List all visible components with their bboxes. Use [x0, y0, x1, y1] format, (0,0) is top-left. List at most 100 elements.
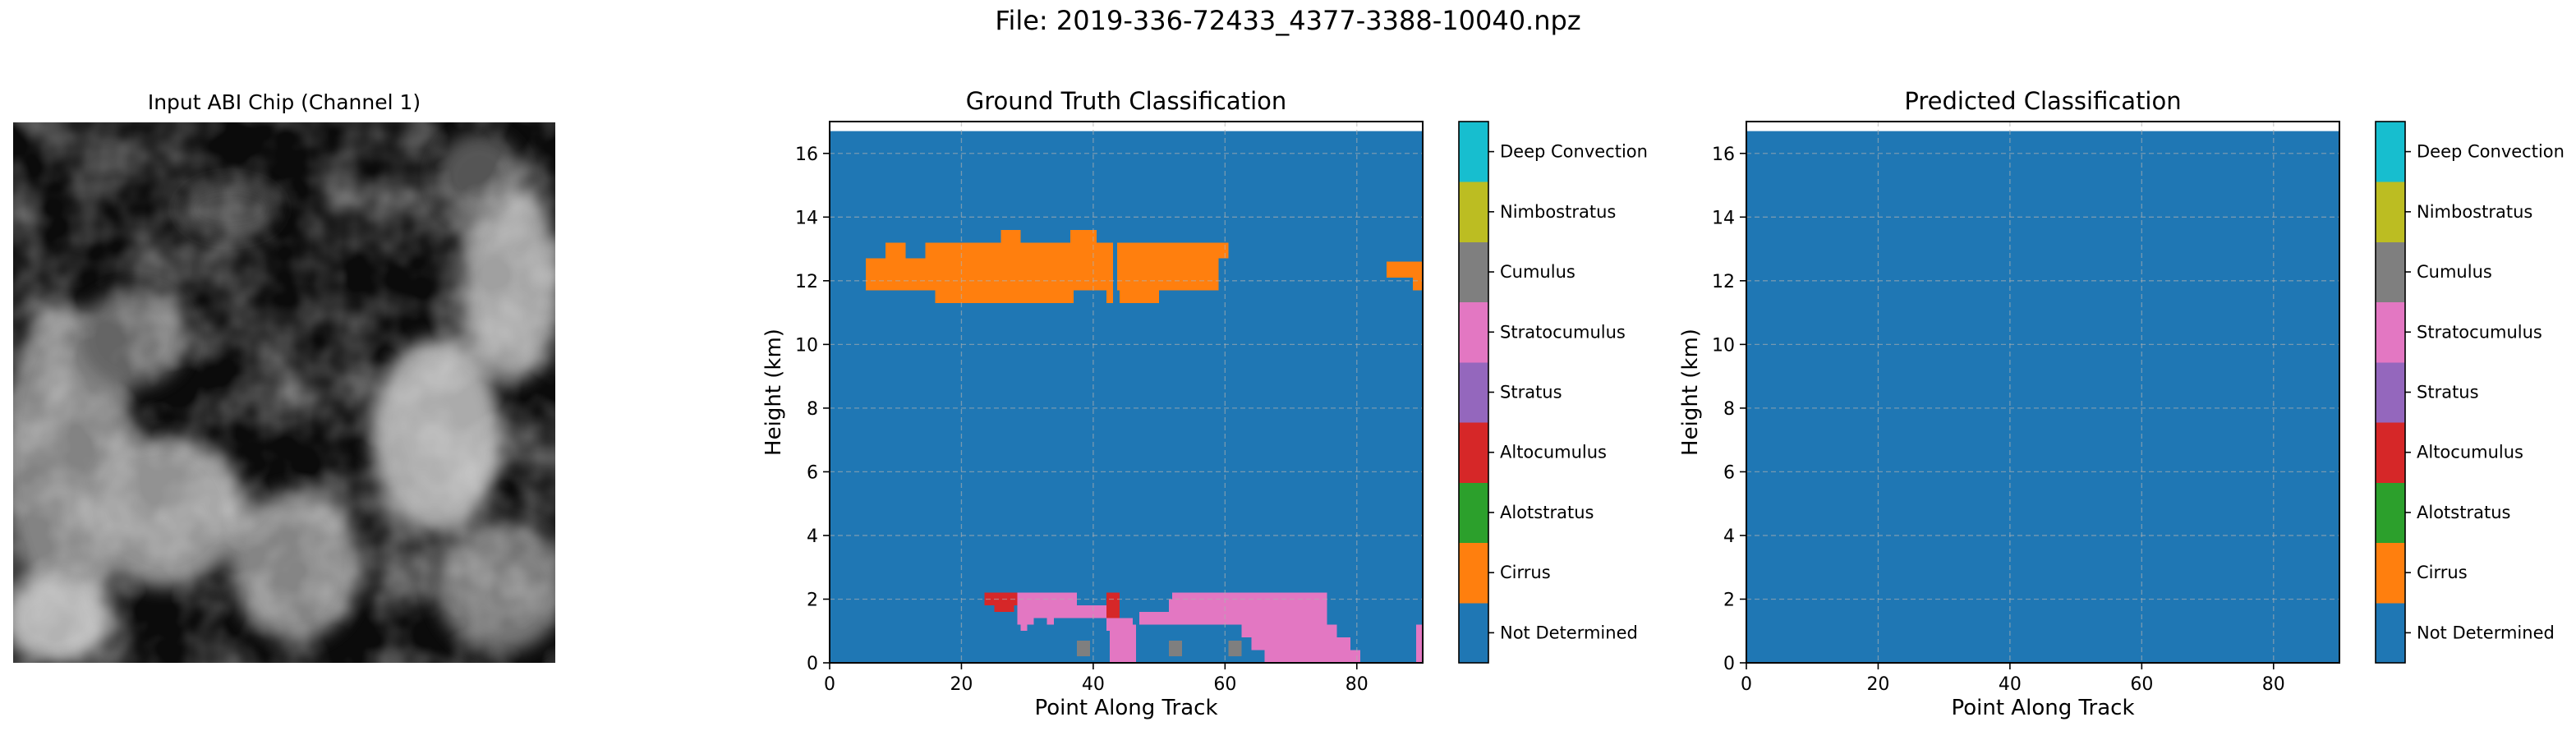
colorbar-swatch-stratocumulus: [2376, 301, 2405, 363]
region-altocumulus: [984, 592, 1018, 606]
y-tick-label: 14: [1712, 208, 1735, 228]
y-tick-label: 0: [1723, 654, 1735, 674]
region-stratocumulus: [1033, 605, 1106, 618]
y-tick-label: 12: [1712, 272, 1735, 292]
colorbar-label: Deep Convection: [1500, 142, 1648, 162]
colorbar-label: Deep Convection: [2417, 142, 2564, 162]
colorbar-label: Altocumulus: [1500, 443, 1607, 462]
y-tick-label: 10: [1712, 335, 1735, 356]
y-tick-label: 12: [795, 272, 818, 292]
y-tick-label: 16: [795, 145, 818, 165]
y-tick-label: 10: [795, 335, 818, 356]
colorbar-label: Cirrus: [2417, 563, 2468, 582]
colorbar-label: Not Determined: [2417, 623, 2555, 642]
abi-chip-image: [13, 122, 555, 663]
colorbar-label: Stratocumulus: [2417, 322, 2542, 342]
region-cirrus: [1218, 242, 1229, 259]
region-stratocumulus: [1172, 592, 1327, 625]
colorbar-swatch-deep-convection: [2376, 122, 2405, 182]
region-cirrus: [1060, 242, 1106, 291]
colorbar-label: Alotstratus: [1500, 503, 1594, 522]
ground-truth-title: Ground Truth Classification: [965, 87, 1287, 115]
colorbar-label: Cumulus: [1500, 262, 1576, 282]
colorbar-frame: [2375, 121, 2406, 664]
x-tick-label: 20: [950, 674, 973, 695]
colorbar-swatch-stratocumulus: [1459, 301, 1488, 363]
colorbar-swatch-alotstratus: [1459, 482, 1488, 544]
colorbar-label: Nimbostratus: [1500, 202, 1616, 222]
axes-frame: [829, 121, 1424, 664]
colorbar-label: Nimbostratus: [2417, 202, 2532, 222]
colorbar-label: Stratus: [1500, 383, 1562, 402]
x-tick-label: 40: [1082, 674, 1105, 695]
region-stratocumulus: [1109, 624, 1137, 663]
colorbar-swatch-stratus: [1459, 361, 1488, 423]
region-stratocumulus: [1017, 605, 1034, 625]
x-tick-label: 0: [1741, 674, 1752, 695]
colorbar-label: Not Determined: [1500, 623, 1638, 642]
y-tick-label: 8: [1723, 399, 1735, 420]
region-stratocumulus: [1046, 618, 1054, 625]
y-tick-label: 8: [807, 399, 818, 420]
axes-frame: [1746, 121, 2340, 664]
x-axis-label: Point Along Track: [1034, 696, 1217, 720]
background-class-fill: [1746, 131, 2339, 664]
region-stratocumulus: [1264, 650, 1360, 663]
region-cumulus: [1228, 640, 1242, 657]
colorbar-swatch-stratus: [2376, 361, 2405, 423]
colorbar-swatch-altocumulus: [1459, 422, 1488, 483]
x-tick-label: 0: [824, 674, 835, 695]
chart-predicted: 0 20 40 60 80 0 2 4 6 8 10 12 14 16 Point Along Track H…: [1678, 121, 2564, 720]
colorbar-swatch-cirrus: [2376, 542, 2405, 604]
colorbar-swatch-altocumulus: [2376, 422, 2405, 483]
y-tick-label: 0: [807, 654, 818, 674]
region-stratocumulus: [1020, 624, 1028, 632]
y-tick-label: 4: [807, 526, 818, 547]
colorbar-label: Cumulus: [2417, 262, 2492, 282]
colorbar-swatch-alotstratus: [2376, 482, 2405, 544]
region-altocumulus: [1106, 592, 1120, 618]
y-tick-label: 6: [807, 462, 818, 483]
colorbar-label: Stratus: [2417, 383, 2479, 402]
x-tick-label: 80: [2262, 674, 2285, 695]
region-altocumulus: [994, 605, 1014, 612]
colorbar-swatch-cirrus: [1459, 542, 1488, 604]
region-cumulus: [1076, 640, 1090, 657]
region-cirrus: [1119, 290, 1160, 303]
region-stratocumulus: [1415, 624, 1423, 663]
colorbar-swatch-not-determined: [2376, 602, 2405, 664]
colorbar-swatch-nimbostratus: [1459, 182, 1488, 242]
y-tick-label: 2: [1723, 590, 1735, 610]
background-class-fill: [830, 131, 1423, 664]
x-tick-label: 40: [1999, 674, 2022, 695]
colorbar-label: Cirrus: [1500, 563, 1551, 582]
colorbar-swatch-not-determined: [1459, 602, 1488, 664]
colorbar-swatch-nimbostratus: [2376, 182, 2405, 242]
y-tick-label: 14: [795, 208, 818, 228]
region-cumulus: [1169, 640, 1183, 657]
colorbar-swatch-deep-convection: [1459, 122, 1488, 182]
y-axis-label: Height (km): [1678, 329, 1703, 456]
y-tick-label: 16: [1712, 145, 1735, 165]
colorbar-label: Stratocumulus: [1500, 322, 1626, 342]
region-stratocumulus: [1139, 611, 1173, 625]
region-cirrus: [886, 242, 906, 259]
colorbar-label: Alotstratus: [2417, 503, 2510, 522]
input-chip-title: Input ABI Chip (Channel 1): [147, 90, 421, 114]
region-stratocumulus: [1241, 624, 1337, 637]
x-tick-label: 60: [2130, 674, 2153, 695]
region-cirrus: [866, 258, 936, 291]
colorbar-swatch-cumulus: [1459, 241, 1488, 303]
colorbar-swatch-cumulus: [2376, 241, 2405, 303]
region-cirrus: [1386, 261, 1413, 278]
x-tick-label: 20: [1866, 674, 1889, 695]
x-axis-label: Point Along Track: [1951, 696, 2134, 720]
region-stratocumulus: [1251, 637, 1350, 651]
y-tick-label: 2: [807, 590, 818, 610]
region-cirrus: [1412, 261, 1423, 291]
chart-ground-truth: 0 20 40 60 80 0 2 4 6 8 10 12 14 16 Point Along Track H…: [761, 121, 1648, 720]
region-cirrus: [1070, 229, 1097, 243]
region-cirrus: [1106, 242, 1113, 303]
predicted-title: Predicted Classification: [1904, 87, 2182, 115]
